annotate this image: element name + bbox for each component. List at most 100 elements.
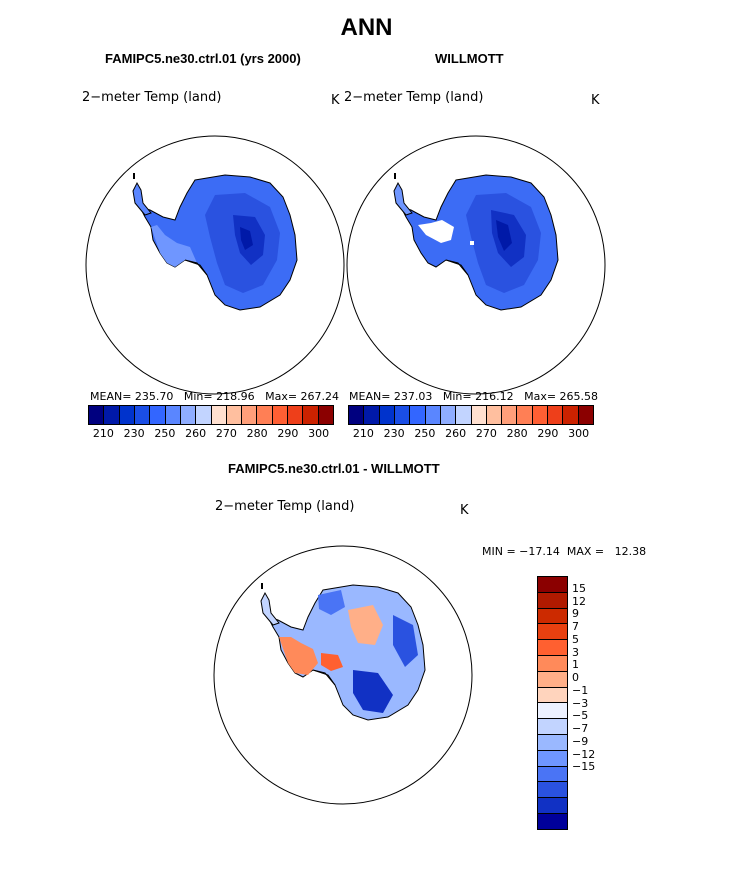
diff-colorbar: [537, 576, 568, 830]
diff-colorbar-tick-label: −7: [572, 722, 589, 735]
model-colorbar-swatch: [134, 406, 151, 424]
model-colorbar-swatch: [196, 406, 212, 424]
model-colorbar-swatch: [119, 406, 135, 424]
model-colorbar-swatch: [150, 406, 166, 424]
obs-missing-pixel: [470, 241, 474, 245]
model-colorbar-swatch: [211, 406, 227, 424]
diff-colorbar-swatch: [538, 640, 567, 656]
obs-panel-title: WILLMOTT: [435, 51, 504, 66]
model-colorbar-tick-label: 260: [185, 427, 207, 440]
obs-colorbar-tick-label: 300: [568, 427, 590, 440]
obs-map: [346, 135, 606, 395]
model-colorbar-tick-label: 210: [92, 427, 114, 440]
model-units-label: K: [331, 93, 340, 108]
model-colorbar-swatch: [272, 406, 289, 424]
model-colorbar-tick-label: 250: [154, 427, 176, 440]
model-colorbar-swatch: [257, 406, 273, 424]
obs-colorbar-tick-label: 260: [445, 427, 467, 440]
diff-panel-title: FAMIPC5.ne30.ctrl.01 - WILLMOTT: [228, 461, 440, 476]
obs-colorbar-tick-label: 250: [414, 427, 436, 440]
obs-colorbar-tick-label: 270: [475, 427, 497, 440]
model-map: [85, 135, 345, 395]
obs-shelf-white: [418, 220, 454, 243]
diff-colorbar-tick-label: −3: [572, 696, 589, 710]
model-colorbar-swatch: [303, 406, 319, 424]
model-colorbar-tick-label: 270: [215, 427, 237, 440]
diff-warm-region-west: [279, 637, 318, 675]
obs-colorbar-ticks: 210 230 250 260 270 280 290 300: [348, 427, 594, 441]
diff-colorbar-swatch: [538, 734, 567, 751]
diff-colorbar-tick-label: −1: [572, 683, 589, 697]
diff-colorbar-tick-label: 9: [572, 607, 579, 621]
obs-colorbar-tick-label: 290: [537, 427, 559, 440]
obs-peninsula: [393, 181, 413, 216]
diff-colorbar-swatch: [538, 655, 567, 672]
diff-warm-region-east: [348, 605, 383, 645]
model-ice-shelf-line: [184, 259, 208, 276]
diff-colorbar-tick-label: 7: [572, 620, 579, 633]
diff-cold-region-east: [393, 615, 418, 667]
model-coast-shading: [151, 225, 197, 267]
obs-colorbar-swatch: [532, 406, 549, 424]
obs-colorbar-swatch: [517, 406, 533, 424]
model-colorbar-tick-label: 280: [246, 427, 268, 440]
model-colorbar-swatch: [104, 406, 120, 424]
diff-variable-label: 2−meter Temp (land): [215, 499, 355, 514]
obs-ice-shelf-line: [445, 259, 469, 276]
obs-colorbar-swatch: [349, 406, 365, 424]
diff-colorbar-tick-label: −9: [572, 734, 589, 748]
obs-units-label: K: [591, 93, 600, 108]
obs-colorbar-swatch: [379, 406, 395, 424]
obs-stats: MEAN= 237.03 Min= 216.12 Max= 265.58: [349, 390, 599, 403]
diff-peninsula: [260, 591, 280, 626]
model-colorbar-swatch: [318, 406, 333, 424]
diff-colorbar-tick-label: 0: [572, 671, 579, 684]
model-colorbar-swatch: [226, 406, 243, 424]
obs-variable-label: 2−meter Temp (land): [344, 90, 484, 105]
diff-colorbar-swatch: [538, 608, 567, 625]
diff-colorbar-swatch: [538, 687, 567, 704]
model-colorbar-ticks: 210 230 250 260 270 280 290 300: [88, 427, 334, 441]
diff-colorbar-tick-label: 5: [572, 632, 579, 646]
model-colorbar-swatch: [89, 406, 105, 424]
obs-island: [394, 173, 396, 179]
diff-colorbar-swatch: [538, 782, 567, 799]
diff-colorbar-swatch: [538, 592, 567, 609]
model-variable-label: 2−meter Temp (land): [82, 90, 222, 105]
obs-colorbar-swatch: [502, 406, 518, 424]
obs-coldest-spot: [496, 220, 512, 251]
obs-colorbar-swatch: [471, 406, 487, 424]
diff-cold-region-north: [318, 590, 345, 615]
diff-colorbar-swatch: [538, 766, 567, 783]
diff-colorbar-tick-label: −15: [572, 760, 596, 774]
obs-colorbar-swatch: [486, 406, 503, 424]
obs-colorbar-swatch: [425, 406, 441, 424]
model-panel-title: FAMIPC5.ne30.ctrl.01 (yrs 2000): [105, 51, 301, 66]
diff-map: [213, 545, 473, 805]
obs-colorbar-swatch: [578, 406, 593, 424]
obs-colorbar: [348, 405, 594, 425]
obs-colorbar-swatch: [548, 406, 564, 424]
diff-colorbar-tick-label: 3: [572, 645, 579, 659]
diff-ice-shelf-line: [312, 669, 336, 686]
model-colorbar-swatch: [288, 406, 304, 424]
diff-colorbar-tick-label: −12: [572, 747, 596, 761]
model-island: [133, 173, 135, 179]
obs-colorbar-swatch: [456, 406, 472, 424]
model-colorbar-tick-label: 290: [277, 427, 299, 440]
obs-colorbar-tick-label: 210: [352, 427, 374, 440]
model-colorbar-swatch: [242, 406, 258, 424]
diff-stats: MIN = −17.14 MAX = 12.38: [482, 545, 647, 558]
obs-colorbar-swatch: [364, 406, 380, 424]
obs-colorbar-tick-label: 280: [506, 427, 528, 440]
diff-colorbar-swatch: [538, 703, 567, 720]
obs-colorbar-swatch: [563, 406, 579, 424]
obs-colorbar-tick-label: 230: [383, 427, 405, 440]
model-colorbar-swatch: [180, 406, 197, 424]
model-stats: MEAN= 235.70 Min= 218.96 Max= 267.24: [90, 390, 340, 403]
model-colorbar-swatch: [165, 406, 181, 424]
diff-colorbar-swatch: [538, 671, 567, 688]
diff-colorbar-tick-label: 15: [572, 581, 586, 595]
diff-colorbar-swatch: [538, 719, 567, 735]
diff-colorbar-swatch: [538, 624, 567, 641]
